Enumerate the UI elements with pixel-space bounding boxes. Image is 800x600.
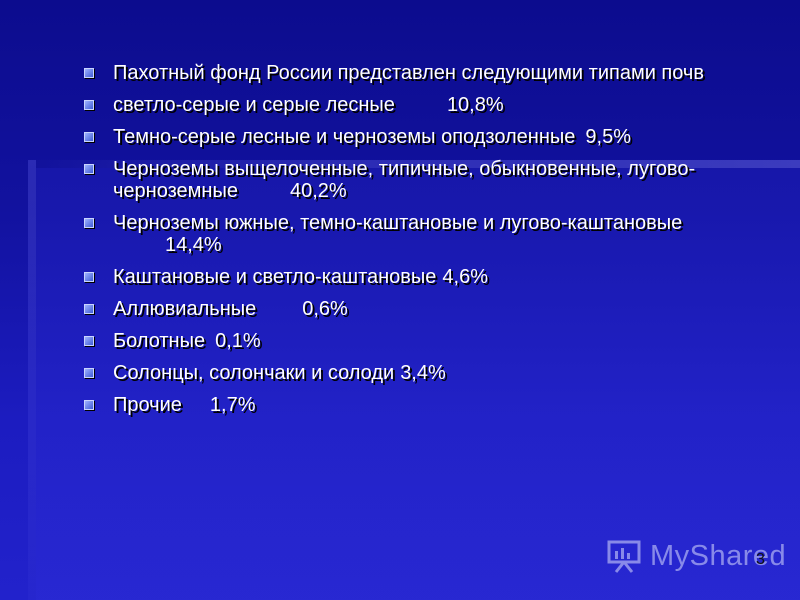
- item-value: 1,7%: [209, 394, 256, 416]
- page-number: 3: [756, 551, 765, 568]
- watermark: MyShared: [606, 536, 786, 576]
- item-text: Каштановые и светло-каштановые: [113, 266, 437, 288]
- list-item: Болотные 0,1%: [82, 330, 772, 352]
- item-text: Темно-серые лесные и черноземы оподзолен…: [113, 126, 576, 148]
- list-item: Аллювиальные 0,6%: [82, 298, 772, 320]
- item-text: Пахотный фонд России представлен следующ…: [113, 62, 704, 84]
- list-item: Каштановые и светло-каштановые 4,6%: [82, 266, 772, 288]
- item-text: Аллювиальные: [113, 298, 257, 320]
- list-item: Пахотный фонд России представлен следующ…: [82, 62, 772, 84]
- decorative-horizontal-band: [28, 160, 800, 168]
- item-value: 10,8%: [446, 94, 504, 116]
- list-item: Прочие 1,7%: [82, 394, 772, 416]
- presentation-board-icon: [607, 540, 641, 573]
- item-value: 40,2%: [289, 180, 347, 202]
- list-item: Черноземы южные, темно-каштановые и луго…: [82, 212, 772, 256]
- item-value: 3,4%: [400, 362, 446, 384]
- watermark-text: MyShared: [650, 539, 787, 572]
- square-bullet-icon: [84, 68, 94, 78]
- list-item: светло-серые и серые лесные 10,8%: [82, 94, 772, 116]
- item-text: Солонцы, солончаки и солоди: [113, 362, 395, 384]
- item-text: Болотные: [113, 330, 206, 352]
- item-text: Черноземы выщелоченные, типичные, обыкно…: [113, 158, 696, 202]
- list-item: Черноземы выщелоченные, типичные, обыкно…: [82, 158, 772, 202]
- item-value: 0,6%: [302, 298, 348, 320]
- square-bullet-icon: [84, 304, 94, 314]
- decorative-panel: [36, 168, 800, 600]
- square-bullet-icon: [84, 368, 94, 378]
- item-text: светло-серые и серые лесные: [113, 94, 395, 116]
- list-item: Солонцы, солончаки и солоди 3,4%: [82, 362, 772, 384]
- bullet-list: Пахотный фонд России представлен следующ…: [82, 62, 772, 426]
- square-bullet-icon: [84, 272, 94, 282]
- square-bullet-icon: [84, 164, 94, 174]
- list-item: Темно-серые лесные и черноземы оподзолен…: [82, 126, 772, 148]
- item-value: 14,4%: [165, 234, 222, 256]
- item-text: Прочие: [113, 394, 182, 416]
- item-value: 4,6%: [442, 266, 489, 288]
- item-value: 9,5%: [585, 126, 631, 148]
- square-bullet-icon: [84, 336, 94, 346]
- decorative-vertical-band: [28, 160, 36, 600]
- item-value: 0,1%: [215, 330, 261, 352]
- square-bullet-icon: [84, 100, 94, 110]
- square-bullet-icon: [84, 400, 94, 410]
- square-bullet-icon: [84, 132, 94, 142]
- square-bullet-icon: [84, 218, 94, 228]
- item-text: Черноземы южные, темно-каштановые и луго…: [113, 212, 683, 234]
